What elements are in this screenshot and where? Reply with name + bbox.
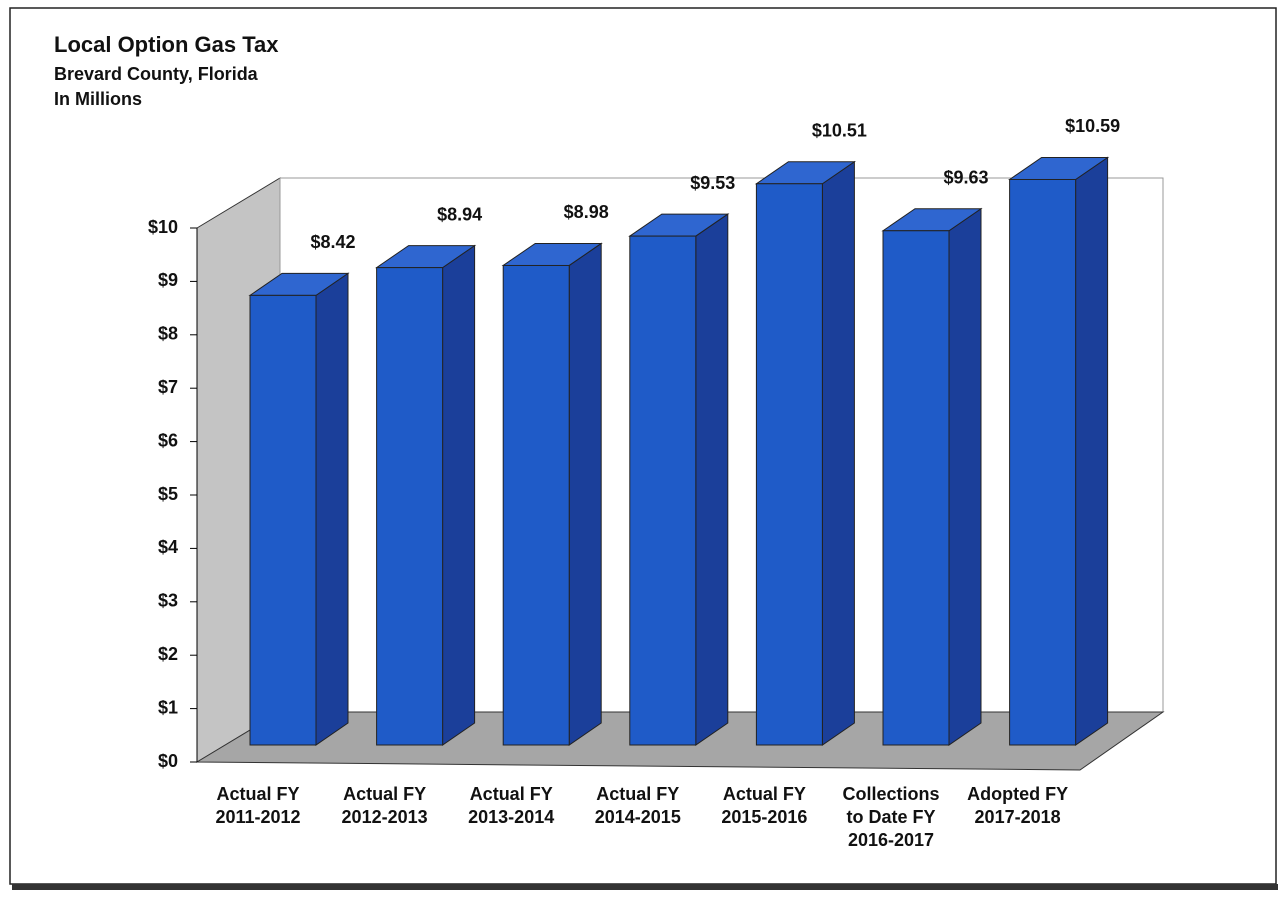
chart-title: Local Option Gas Tax [54, 32, 279, 57]
y-tick-label: $5 [158, 484, 178, 504]
bar-front [629, 235, 697, 746]
x-tick-label: 2011-2012 [215, 807, 300, 827]
bar-side [442, 244, 476, 746]
bar-front [1009, 178, 1077, 746]
y-tick-label: $8 [158, 324, 178, 344]
x-tick-label: Actual FY [470, 784, 553, 804]
bar-side [821, 160, 855, 746]
bar-front [502, 264, 570, 746]
y-tick-label: $1 [158, 697, 178, 717]
bar [881, 207, 983, 746]
x-tick-label: 2017-2018 [975, 807, 1061, 827]
x-tick-label: 2016-2017 [848, 830, 934, 850]
value-label: $8.42 [310, 232, 355, 252]
value-label: $8.98 [564, 202, 609, 222]
x-tick-label: Actual FY [343, 784, 426, 804]
x-tick-label: 2014-2015 [595, 807, 681, 827]
bar-front [249, 294, 317, 746]
x-tick-label: Actual FY [723, 784, 806, 804]
value-label: $9.53 [690, 173, 735, 193]
x-tick-label: Actual FY [596, 784, 679, 804]
bar [754, 160, 857, 746]
x-tick-label: Actual FY [216, 784, 299, 804]
bar-front [882, 230, 950, 746]
value-label: $9.63 [943, 168, 988, 188]
x-tick-label: to Date FY [846, 807, 935, 827]
bar [501, 242, 603, 746]
value-label: $10.59 [1065, 116, 1120, 136]
bar-side [568, 242, 602, 746]
chart-subtitle: Brevard County, Florida [54, 64, 259, 84]
x-tick-label: 2013-2014 [468, 807, 554, 827]
bar [628, 213, 730, 746]
bar [374, 244, 477, 746]
bar-front [755, 183, 823, 746]
x-tick-label: 2012-2013 [342, 807, 428, 827]
bar-side [695, 213, 729, 746]
bar-front [376, 267, 444, 746]
value-label: $8.94 [437, 204, 482, 224]
x-tick-label: Adopted FY [967, 784, 1068, 804]
y-tick-label: $0 [158, 751, 178, 771]
bar [248, 272, 350, 746]
bar-side [948, 207, 982, 746]
y-tick-label: $6 [158, 430, 178, 450]
y-tick-label: $2 [158, 644, 178, 664]
frame-shadow [12, 884, 1278, 890]
y-tick-label: $4 [158, 537, 178, 557]
y-tick-label: $9 [158, 270, 178, 290]
x-tick-label: 2015-2016 [721, 807, 807, 827]
x-tick-label: Collections [842, 784, 939, 804]
bar [1007, 156, 1110, 746]
bar-side [315, 272, 349, 746]
chart-subtitle: In Millions [54, 89, 142, 109]
value-label: $10.51 [812, 121, 867, 141]
y-tick-label: $7 [158, 377, 178, 397]
y-tick-label: $10 [148, 217, 178, 237]
bar-side [1075, 156, 1109, 746]
y-tick-label: $3 [158, 591, 178, 611]
